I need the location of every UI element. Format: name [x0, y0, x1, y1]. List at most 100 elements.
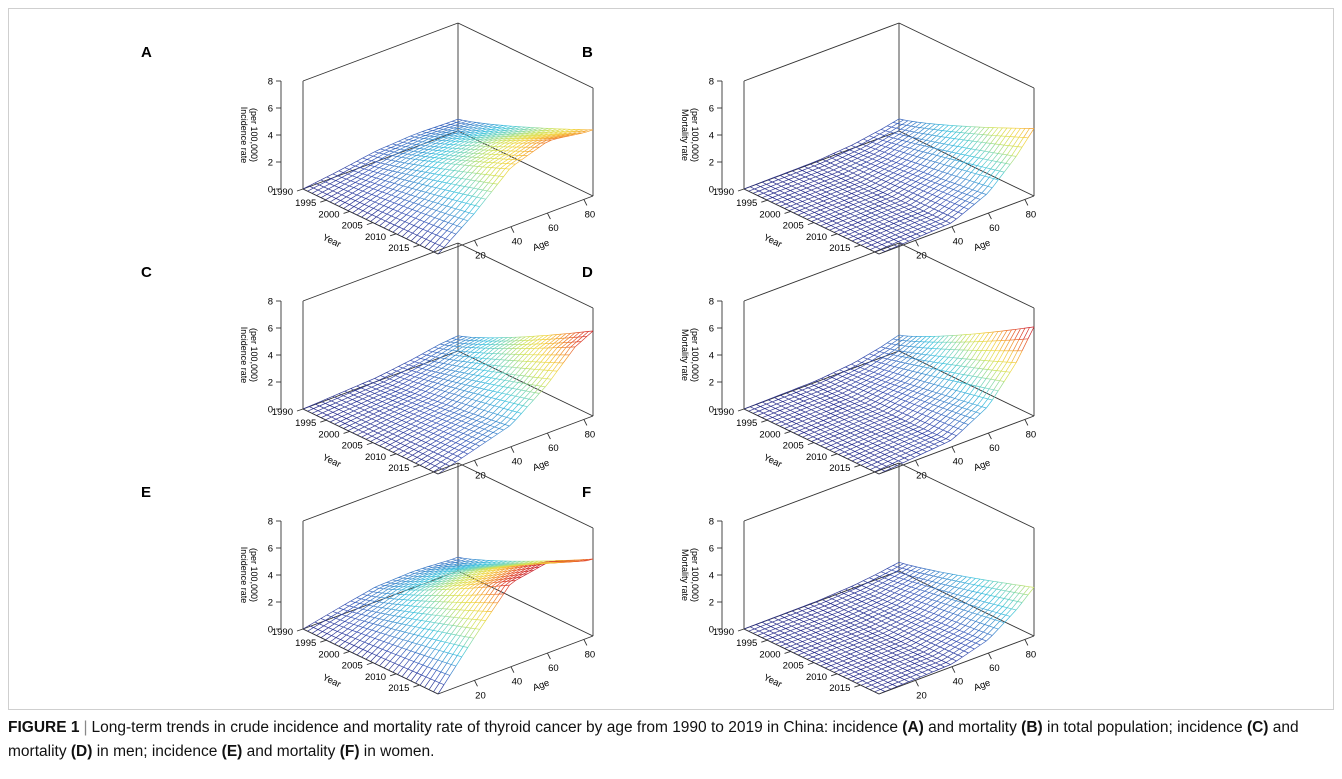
age-axis-label: Age	[531, 678, 551, 694]
panel-F: F 0 2 4 6 8 (per 100,000)Mortality rate 1990199…	[582, 462, 1036, 701]
box-edge	[302, 628, 439, 695]
year-tick	[807, 222, 814, 226]
year-axis-label: Year	[762, 232, 784, 250]
year-tick-label: 1990	[713, 407, 734, 418]
year-tick	[320, 419, 327, 423]
z-tick-label: 8	[268, 77, 273, 88]
age-tick-label: 20	[916, 250, 927, 261]
year-tick-label: 2010	[365, 232, 386, 243]
age-tick	[547, 652, 551, 660]
year-tick	[413, 684, 420, 688]
surface-mesh	[743, 561, 1035, 695]
z-axis-label: Incidence rate	[239, 327, 249, 384]
year-tick-label: 2010	[365, 452, 386, 463]
year-tick-label: 1990	[272, 627, 293, 638]
caption-text: Long-term trends in crude incidence and …	[8, 719, 1299, 760]
age-axis-label: Age	[531, 238, 551, 254]
age-tick	[988, 432, 992, 440]
year-tick-label: 2005	[342, 661, 363, 672]
z-tick-label: 6	[268, 104, 273, 115]
z-tick-label: 8	[709, 517, 714, 528]
year-tick	[784, 210, 791, 214]
box-edge	[457, 22, 594, 89]
age-tick-label: 80	[585, 649, 596, 660]
z-tick-label: 2	[709, 158, 714, 169]
year-tick	[784, 650, 791, 654]
age-tick	[1024, 199, 1029, 206]
surface-mesh	[743, 118, 1035, 255]
box-edge	[302, 408, 439, 475]
year-tick	[807, 662, 814, 666]
year-tick	[854, 244, 861, 248]
year-tick-label: 2000	[318, 209, 339, 220]
caption-panel-ref: (C)	[1246, 719, 1269, 736]
year-tick-label: 2005	[783, 221, 804, 232]
year-tick-label: 1995	[295, 198, 316, 209]
year-axis-label: Year	[762, 452, 784, 470]
caption-separator: |	[83, 719, 88, 736]
box-edge	[302, 570, 459, 630]
age-axis-label: Age	[972, 458, 992, 474]
year-tick	[413, 464, 420, 468]
age-tick-label: 60	[989, 663, 1000, 674]
year-tick-label: 2005	[783, 661, 804, 672]
year-tick	[320, 639, 327, 643]
year-tick-label: 1990	[713, 187, 734, 198]
z-tick-label: 8	[709, 297, 714, 308]
surface-mesh	[743, 326, 1035, 475]
age-tick-label: 40	[512, 677, 523, 688]
year-tick-label: 1990	[713, 627, 734, 638]
z-tick-label: 8	[268, 297, 273, 308]
age-tick-label: 20	[475, 470, 486, 481]
age-axis-label: Age	[972, 238, 992, 254]
year-tick-label: 2000	[318, 429, 339, 440]
z-axis-label-unit: (per 100,000)	[249, 108, 259, 162]
z-tick-label: 2	[268, 378, 273, 389]
age-axis-label: Age	[531, 458, 551, 474]
year-tick-label: 1995	[736, 198, 757, 209]
z-tick-label: 4	[709, 351, 714, 362]
caption-segment: in men; incidence	[92, 743, 222, 760]
caption-segment: and mortality	[8, 719, 1299, 760]
age-tick-label: 20	[916, 470, 927, 481]
year-axis-label: Year	[762, 672, 784, 690]
box-edge	[898, 462, 1035, 529]
year-axis-label: Year	[321, 232, 343, 250]
z-axis-label-unit: (per 100,000)	[249, 548, 259, 602]
year-tick-label: 2010	[806, 232, 827, 243]
z-tick-label: 0	[268, 625, 273, 636]
z-tick-label: 2	[709, 598, 714, 609]
z-tick-label: 6	[268, 544, 273, 555]
box-edge	[743, 22, 900, 82]
year-tick-label: 2000	[318, 649, 339, 660]
caption-panel-ref: (B)	[1021, 719, 1043, 736]
box-edge	[743, 408, 880, 475]
age-tick-label: 40	[953, 237, 964, 248]
age-tick-label: 40	[953, 457, 964, 468]
caption-segment: in women.	[359, 743, 435, 760]
age-tick	[951, 446, 956, 453]
age-tick-label: 40	[953, 677, 964, 688]
caption-panel-ref: (E)	[221, 743, 243, 760]
z-axis-label: Mortality rate	[680, 109, 690, 161]
panel-label: A	[141, 44, 152, 61]
caption-segment: Long-term trends in crude incidence and …	[91, 719, 903, 736]
age-tick-label: 60	[548, 663, 559, 674]
age-tick	[510, 446, 515, 453]
age-tick	[988, 212, 992, 220]
panel-label: F	[582, 484, 591, 501]
box-edge	[743, 350, 900, 410]
age-tick-label: 40	[512, 237, 523, 248]
year-tick	[807, 442, 814, 446]
year-tick-label: 1995	[736, 418, 757, 429]
z-axis-label-unit: (per 100,000)	[690, 328, 700, 382]
panel-B: B 0 2 4 6 8 (per 100,000)Mortality rate 1990199…	[582, 22, 1037, 261]
year-tick-label: 1995	[295, 418, 316, 429]
year-tick	[366, 662, 373, 666]
box-edge	[878, 415, 1035, 475]
z-tick-label: 6	[268, 324, 273, 335]
surface-mesh	[302, 118, 594, 255]
year-tick-label: 2015	[388, 683, 409, 694]
age-tick	[474, 680, 478, 687]
age-tick-label: 80	[1026, 209, 1037, 220]
